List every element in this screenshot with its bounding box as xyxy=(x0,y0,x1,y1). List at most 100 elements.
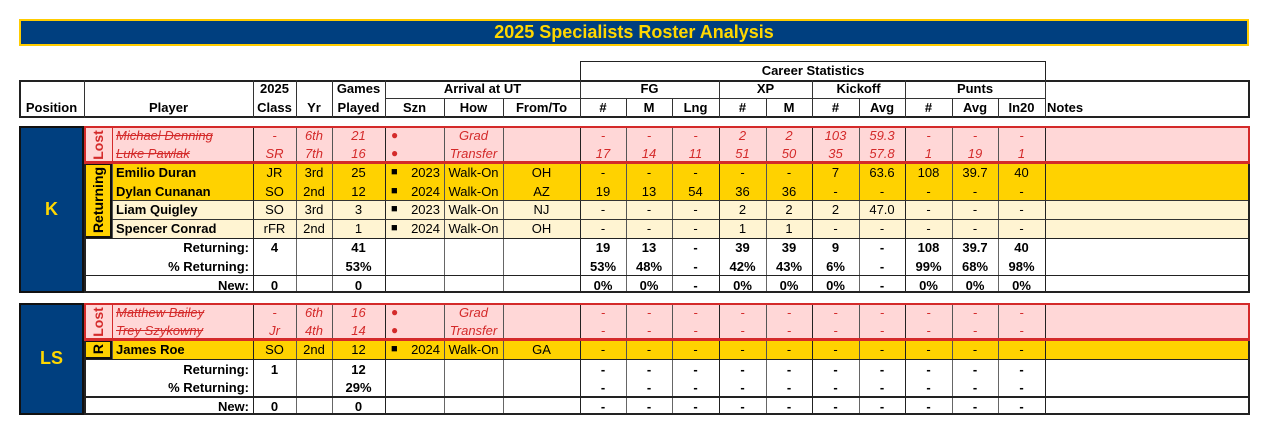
player-class: Jr xyxy=(269,323,280,339)
stat-punts-avg: - xyxy=(972,127,978,143)
grid-line xyxy=(719,358,720,415)
lost-band-outline xyxy=(84,126,1250,165)
summary-kickoff-num: - xyxy=(833,398,838,414)
stat-punts-avg: - xyxy=(972,304,978,320)
stat-fg-made: - xyxy=(646,127,652,143)
grid-line xyxy=(719,126,720,238)
header-punts: Punts xyxy=(956,81,994,96)
summary-label: Returning: xyxy=(183,361,249,377)
stat-punts-avg: 19 xyxy=(967,146,983,162)
header-punts-avg: Avg xyxy=(962,100,988,115)
summary-games: 53% xyxy=(345,258,372,274)
player-name[interactable]: Liam Quigley xyxy=(116,202,198,218)
grid-line xyxy=(812,237,813,294)
grid-line xyxy=(905,80,906,118)
grid-line xyxy=(296,303,297,359)
grid-line xyxy=(444,358,445,415)
grid-line xyxy=(503,358,504,415)
grid-line xyxy=(812,358,813,415)
player-name[interactable]: Trey Szykowny xyxy=(116,323,204,339)
arrival-from-to: OH xyxy=(531,220,552,236)
summary-kickoff-avg: - xyxy=(879,240,885,256)
summary-xp-num: - xyxy=(740,361,745,377)
grid-line xyxy=(859,98,860,118)
summary-punts-in20: - xyxy=(1019,398,1024,414)
player-notes[interactable] xyxy=(1045,145,1250,164)
header-yr: Yr xyxy=(307,100,321,115)
summary-xp-made: 0% xyxy=(779,277,799,293)
summary-xp-made: 39 xyxy=(781,240,797,256)
player-year: 6th xyxy=(304,127,324,143)
summary-fg-long: - xyxy=(693,277,698,293)
player-class: SO xyxy=(265,341,284,357)
stat-fg-made: - xyxy=(646,341,652,357)
grid-line xyxy=(580,358,581,415)
player-name[interactable]: Luke Pawlak xyxy=(116,146,190,162)
header-szn: Szn xyxy=(402,100,427,115)
arrival-how: Walk-On xyxy=(448,183,499,199)
player-notes[interactable] xyxy=(1045,340,1250,359)
player-class: JR xyxy=(266,164,283,180)
stat-fg-num: - xyxy=(600,220,606,236)
grid-line xyxy=(859,126,860,238)
summary-kickoff-avg: - xyxy=(879,258,885,274)
stat-kickoff-num: 7 xyxy=(831,164,840,180)
grid-line xyxy=(296,126,297,238)
header-position: Position xyxy=(25,100,78,115)
grid-line xyxy=(812,126,813,238)
grid-line xyxy=(1045,358,1046,415)
grid-line xyxy=(766,237,767,294)
header-from-to: From/To xyxy=(515,100,568,115)
player-notes[interactable] xyxy=(1045,200,1250,219)
stat-fg-num: - xyxy=(600,164,606,180)
header-player: Player xyxy=(148,100,189,115)
lost-label-text: Lost xyxy=(90,306,106,337)
stat-kickoff-num: 35 xyxy=(828,146,843,162)
summary-fg-num: - xyxy=(600,380,606,396)
player-notes[interactable] xyxy=(1045,182,1250,201)
player-name[interactable]: Emilio Duran xyxy=(116,164,197,180)
header-fg: FG xyxy=(640,81,659,96)
summary-fg-long: - xyxy=(693,240,698,256)
stat-punts-num: - xyxy=(926,183,931,199)
grid-line xyxy=(84,358,1250,361)
stat-kickoff-num: 2 xyxy=(831,202,840,218)
player-class: SR xyxy=(265,146,284,162)
player-notes[interactable] xyxy=(1045,126,1250,145)
player-name[interactable]: Michael Denning xyxy=(116,127,213,143)
grid-line xyxy=(332,358,333,415)
arrival-season: 2024 xyxy=(411,183,440,199)
lost-vertical-label: Lost xyxy=(84,303,112,340)
stat-xp-made: 50 xyxy=(781,146,797,162)
summary-fg-num: - xyxy=(600,361,606,377)
arrival-season xyxy=(403,126,444,145)
grid-line xyxy=(766,98,767,118)
player-name[interactable]: James Roe xyxy=(116,341,185,357)
stat-xp-num: 2 xyxy=(738,127,747,143)
stat-punts-in20: 40 xyxy=(1014,164,1029,180)
player-notes[interactable] xyxy=(1045,219,1250,238)
summary-games: 0 xyxy=(354,277,363,293)
summary-xp-num: 0% xyxy=(733,277,752,293)
player-name[interactable]: Dylan Cunanan xyxy=(116,183,211,199)
grid-line xyxy=(253,358,254,415)
returning-label-box xyxy=(84,163,112,238)
player-notes[interactable] xyxy=(1045,163,1250,182)
player-year: 6th xyxy=(304,304,324,320)
player-name[interactable]: Matthew Bailey xyxy=(116,304,205,320)
stat-punts-in20: - xyxy=(1019,183,1024,199)
arrival-how: Transfer xyxy=(449,146,498,162)
player-notes[interactable] xyxy=(1045,303,1250,322)
stat-kickoff-num: - xyxy=(833,183,838,199)
grid-line xyxy=(444,303,445,359)
grid-line xyxy=(952,237,953,294)
arrival-how: Walk-On xyxy=(448,220,499,236)
summary-kickoff-num: 6% xyxy=(826,258,845,274)
header-xp: XP xyxy=(756,81,775,96)
grid-line xyxy=(253,80,254,118)
summary-xp-made: - xyxy=(786,398,792,414)
player-name[interactable]: Spencer Conrad xyxy=(116,220,217,236)
arrival-season xyxy=(403,145,444,164)
summary-games: 29% xyxy=(345,380,372,396)
player-notes[interactable] xyxy=(1045,322,1250,341)
